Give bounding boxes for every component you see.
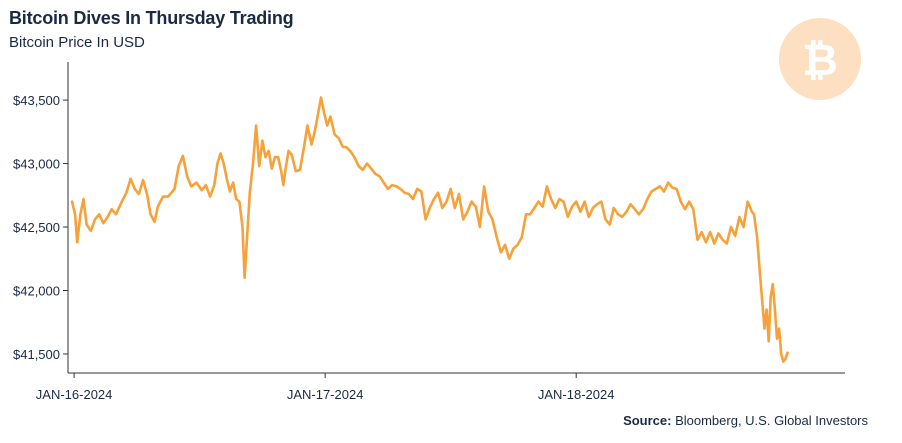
source-note: Source: Bloomberg, U.S. Global Investors [623,413,868,428]
x-tick-label: JAN-16-2024 [36,387,113,402]
chart-title: Bitcoin Dives In Thursday Trading [9,8,294,28]
chart-subtitle: Bitcoin Price In USD [9,34,145,51]
x-tick-label: JAN-17-2024 [287,387,364,402]
bitcoin-logo-circle [779,18,861,100]
bitcoin-icon: ₿ [779,18,861,100]
y-tick-label: $42,500 [13,220,60,235]
y-tick-label: $42,000 [13,283,60,298]
x-tick-label: JAN-18-2024 [538,387,615,402]
series-line-0 [70,96,789,363]
y-tick-label: $43,500 [13,93,60,108]
y-tick-label: $43,000 [13,157,60,172]
source-label: Source: [623,413,672,428]
bitcoin-logo-glyph: ₿ [802,35,838,86]
y-tick-label: $41,500 [13,347,60,362]
source-text: Bloomberg, U.S. Global Investors [671,413,868,428]
